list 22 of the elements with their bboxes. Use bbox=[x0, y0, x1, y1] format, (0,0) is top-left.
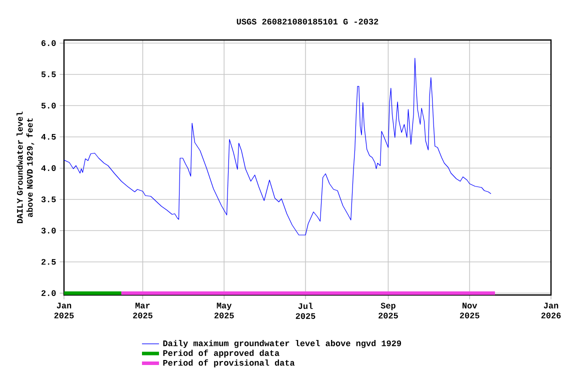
x-tick-label: Sep 2025 bbox=[378, 302, 398, 318]
y-tick-label: 5.0 bbox=[41, 102, 56, 108]
x-tick-label: Jul 2025 bbox=[296, 302, 316, 319]
x-tick-label: Mar 2025 bbox=[133, 302, 152, 318]
y-tick-label: 3.0 bbox=[41, 228, 56, 234]
legend-label: Period of approved data bbox=[163, 350, 280, 358]
y-tick-label: 2.0 bbox=[42, 290, 56, 296]
y-tick-label: 5.5 bbox=[41, 72, 56, 78]
x-tick-label: Jan 2025 bbox=[54, 302, 74, 318]
y-axis-title: DAILY Groundwater level above NGVD 1929, feet bbox=[16, 112, 34, 224]
y-tick-label: 2.5 bbox=[42, 258, 56, 265]
legend-label: Period of provisional data bbox=[163, 359, 295, 368]
y-tick-label: 6.0 bbox=[42, 40, 56, 46]
line-series bbox=[64, 58, 492, 236]
x-tick-label: May 2025 bbox=[214, 302, 234, 318]
y-tick-label: 4.0 bbox=[41, 165, 56, 171]
y-tick-label: 3.5 bbox=[41, 196, 56, 202]
y-tick-label: 4.5 bbox=[41, 134, 56, 140]
x-tick-label: Jan 2026 bbox=[541, 302, 561, 318]
legend-label: Daily maximum groundwater level above ngvd 1929 bbox=[163, 340, 402, 348]
chart-title: USGS 260821080185101 G -2032 bbox=[236, 18, 378, 24]
x-tick-label: Nov 2025 bbox=[460, 302, 480, 318]
